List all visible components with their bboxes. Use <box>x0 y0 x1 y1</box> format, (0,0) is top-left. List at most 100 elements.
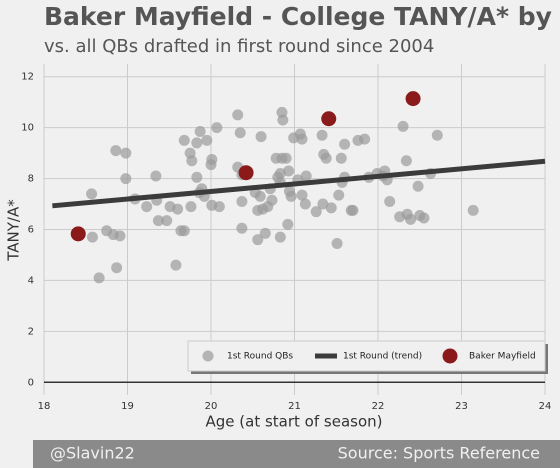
footer-left: @Slavin22 <box>50 444 135 463</box>
point <box>316 129 328 141</box>
point <box>186 155 198 167</box>
y-tick-label: 8 <box>28 174 34 185</box>
x-tick-label: 24 <box>539 401 552 412</box>
x-tick-label: 21 <box>288 401 301 412</box>
point <box>178 134 190 146</box>
point <box>333 189 345 201</box>
point <box>93 272 105 284</box>
point <box>152 215 164 227</box>
legend-label: 1st Round QBs <box>227 352 293 362</box>
point <box>299 198 311 210</box>
point <box>418 212 430 224</box>
marks <box>52 91 546 284</box>
point <box>400 155 412 167</box>
y-axis-label: TANY/A* <box>5 199 23 262</box>
point <box>300 170 312 182</box>
point <box>213 201 225 213</box>
point <box>359 133 371 145</box>
legend: 1st Round QBs 1st Round (trend) Baker Mayf… <box>202 348 536 364</box>
footer-bar <box>33 440 560 468</box>
y-tick-label: 12 <box>21 72 34 83</box>
point <box>120 173 132 185</box>
point <box>110 145 122 157</box>
y-tick-label: 2 <box>28 326 34 337</box>
point <box>277 114 289 126</box>
point <box>310 206 322 218</box>
point <box>274 167 286 179</box>
point <box>412 180 424 192</box>
point <box>320 152 332 164</box>
point <box>194 125 206 137</box>
y-tick-label: 10 <box>21 123 34 134</box>
y-tick-label: 0 <box>28 377 34 388</box>
chart-title: Baker Mayfield - College TANY/A* by Age <box>44 2 560 31</box>
footer-right: Source: Sports Reference <box>338 444 540 463</box>
point <box>296 133 308 145</box>
point <box>252 234 264 246</box>
x-axis-label: Age (at start of season) <box>206 413 383 431</box>
point <box>232 109 244 121</box>
point <box>114 230 126 242</box>
legend-marker <box>442 348 458 364</box>
point <box>201 134 213 146</box>
point <box>185 201 197 213</box>
legend-label: Baker Mayfield <box>469 352 536 362</box>
point <box>274 231 286 243</box>
point <box>397 120 409 132</box>
point <box>325 202 337 214</box>
point <box>206 153 218 165</box>
x-tick-label: 19 <box>121 401 134 412</box>
point <box>283 165 295 177</box>
point <box>170 259 182 271</box>
y-tick-label: 4 <box>28 275 34 286</box>
point <box>120 147 132 159</box>
point <box>70 226 86 242</box>
point <box>405 91 421 107</box>
point <box>347 204 359 216</box>
point <box>431 129 443 141</box>
point <box>282 218 294 230</box>
point <box>285 190 297 202</box>
point <box>259 227 271 239</box>
point <box>234 127 246 139</box>
point <box>254 190 266 202</box>
point <box>178 225 190 237</box>
point <box>150 170 162 182</box>
point <box>172 203 184 215</box>
point <box>331 238 343 250</box>
point <box>335 152 347 164</box>
point <box>339 138 351 150</box>
legend-marker <box>202 350 214 362</box>
point <box>86 231 98 243</box>
x-tick-label: 23 <box>455 401 468 412</box>
point <box>86 188 98 200</box>
point <box>280 152 292 164</box>
point <box>161 215 173 227</box>
point <box>467 204 479 216</box>
legend-box <box>187 340 546 372</box>
point <box>236 195 248 207</box>
point <box>111 262 123 274</box>
x-tick-label: 18 <box>38 401 51 412</box>
point <box>238 165 254 181</box>
point <box>236 222 248 234</box>
legend-label: 1st Round (trend) <box>343 352 422 362</box>
point <box>255 131 267 143</box>
point <box>266 194 278 206</box>
point <box>317 198 329 210</box>
x-tick-label: 20 <box>205 401 218 412</box>
y-tick-label: 6 <box>28 225 34 236</box>
point <box>296 189 308 201</box>
point <box>191 137 203 149</box>
point <box>211 122 223 134</box>
point <box>384 195 396 207</box>
x-tick-label: 22 <box>372 401 385 412</box>
point <box>191 171 203 183</box>
point <box>321 111 337 127</box>
point <box>141 201 153 213</box>
trend-line <box>52 158 546 209</box>
chart-subtitle: vs. all QBs drafted in first round since… <box>44 36 434 57</box>
